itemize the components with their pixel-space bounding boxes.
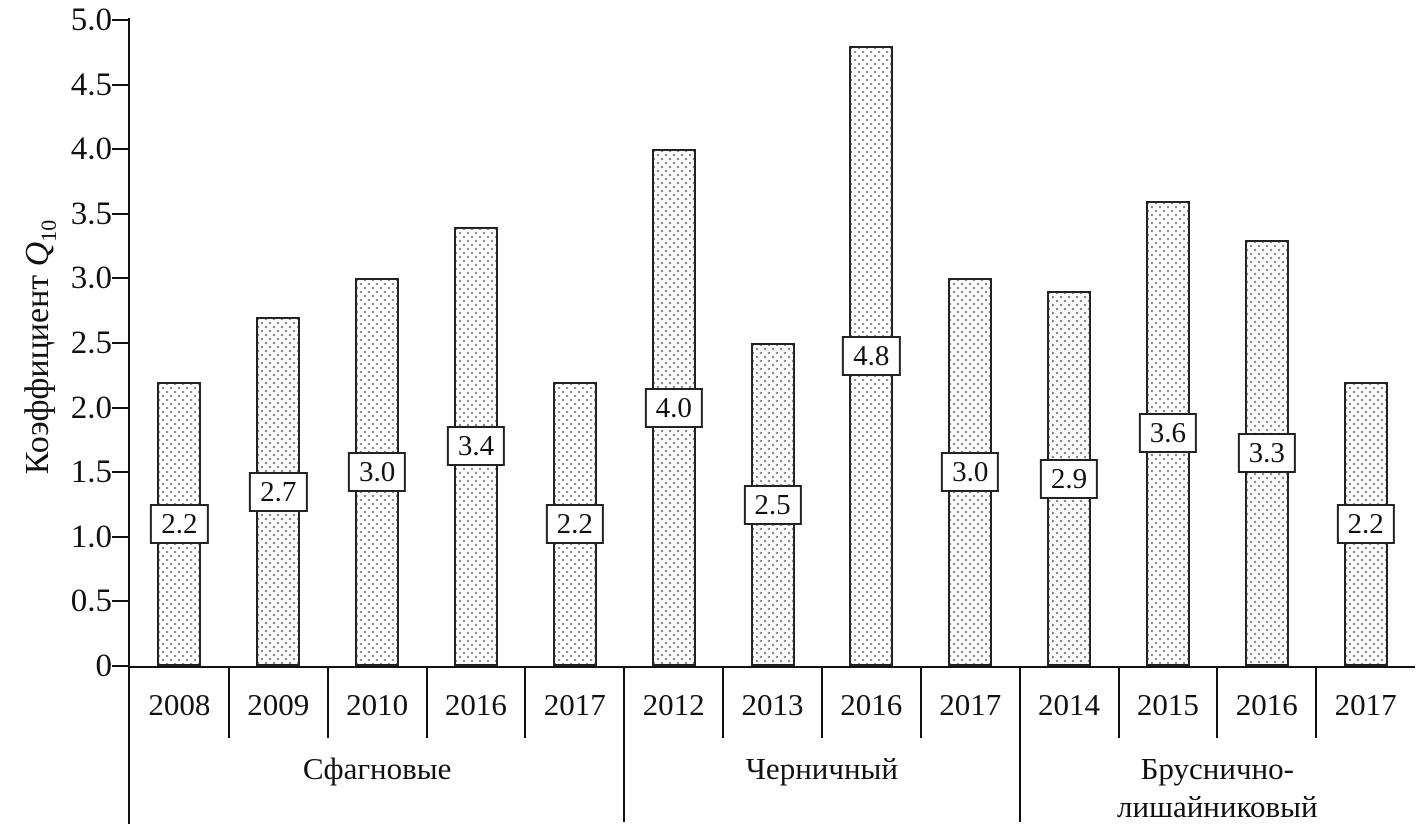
year-separator <box>919 668 922 738</box>
year-separator <box>425 668 428 738</box>
bar-value-label: 3.0 <box>941 452 1000 493</box>
bar-value-label: 2.2 <box>1336 503 1395 544</box>
y-tick-mark <box>112 148 130 151</box>
x-year-label: 2016 <box>840 687 903 722</box>
x-year-label: 2009 <box>247 687 310 722</box>
y-axis-line <box>128 18 130 824</box>
x-year-label: 2008 <box>148 687 211 722</box>
x-year-label: 2012 <box>642 687 705 722</box>
y-tick-label: 3.5 <box>70 195 112 232</box>
x-year-label: 2017 <box>1334 687 1397 722</box>
y-tick-label: 0.5 <box>70 583 112 620</box>
y-tick-mark <box>112 342 130 344</box>
bar-value-label: 2.2 <box>150 503 209 544</box>
y-tick-mark <box>112 665 130 667</box>
y-tick-mark <box>112 19 130 21</box>
y-tick-mark <box>112 277 130 280</box>
y-tick-label: 1.0 <box>70 518 112 555</box>
y-tick-label: 4.5 <box>70 66 112 103</box>
x-axis-line <box>128 666 1415 668</box>
year-separator <box>722 668 725 738</box>
bar-value-label: 3.4 <box>446 426 506 467</box>
y-tick-mark <box>112 83 130 86</box>
y-axis-title-text: Коэффициент <box>19 266 56 475</box>
y-tick-label: 5.0 <box>70 2 112 38</box>
bar-value-label: 2.9 <box>1039 458 1099 499</box>
x-year-label: 2010 <box>346 687 409 722</box>
y-tick-mark <box>112 406 130 409</box>
year-separator <box>820 668 823 738</box>
group-separator <box>623 668 626 822</box>
x-year-label: 2015 <box>1136 687 1199 722</box>
y-tick-mark <box>112 600 130 603</box>
y-tick-label: 1.5 <box>70 454 112 491</box>
group-label-line: Черничный <box>745 751 898 786</box>
group-label-line: Бруснично- <box>1140 751 1294 786</box>
bar-value-label: 2.7 <box>249 471 308 512</box>
group-label: Бруснично-лишайниковый <box>1020 750 1415 826</box>
bar-group1-2008 <box>157 381 202 666</box>
y-tick-mark <box>112 212 130 215</box>
y-tick-mark <box>112 535 130 538</box>
year-separator <box>1315 668 1318 738</box>
x-year-label: 2017 <box>543 687 606 722</box>
bar-value-label: 3.0 <box>347 452 407 493</box>
year-separator <box>1117 668 1120 738</box>
bar-value-label: 3.3 <box>1237 432 1296 473</box>
group-label: Черничный <box>624 750 1019 788</box>
bar-value-label: 3.6 <box>1138 413 1198 454</box>
x-year-label: 2013 <box>741 687 804 722</box>
y-tick-label: 0 <box>95 648 113 684</box>
x-year-label: 2016 <box>444 687 507 722</box>
bar-value-label: 4.0 <box>644 387 703 428</box>
group-separator <box>1018 668 1021 822</box>
y-tick-label: 3.0 <box>70 260 112 297</box>
y-tick-label: 2.0 <box>70 389 112 426</box>
bar-value-label: 2.5 <box>743 484 802 525</box>
bar-value-label: 4.8 <box>842 335 901 376</box>
y-tick-label: 4.0 <box>70 131 112 168</box>
year-separator <box>326 668 329 738</box>
year-separator <box>1216 668 1219 738</box>
group-label-line: Сфагновые <box>302 751 452 786</box>
group-label: Сфагновые <box>130 750 624 788</box>
x-year-label: 2014 <box>1037 687 1100 722</box>
y-tick-label: 2.5 <box>70 325 112 361</box>
x-year-label: 2017 <box>939 687 1002 722</box>
bar-value-label: 2.2 <box>545 503 604 544</box>
year-separator <box>524 668 527 738</box>
y-tick-mark <box>112 471 130 474</box>
x-year-label: 2016 <box>1235 687 1298 722</box>
group-label-line: лишайниковый <box>1117 789 1318 824</box>
year-separator <box>227 668 230 738</box>
